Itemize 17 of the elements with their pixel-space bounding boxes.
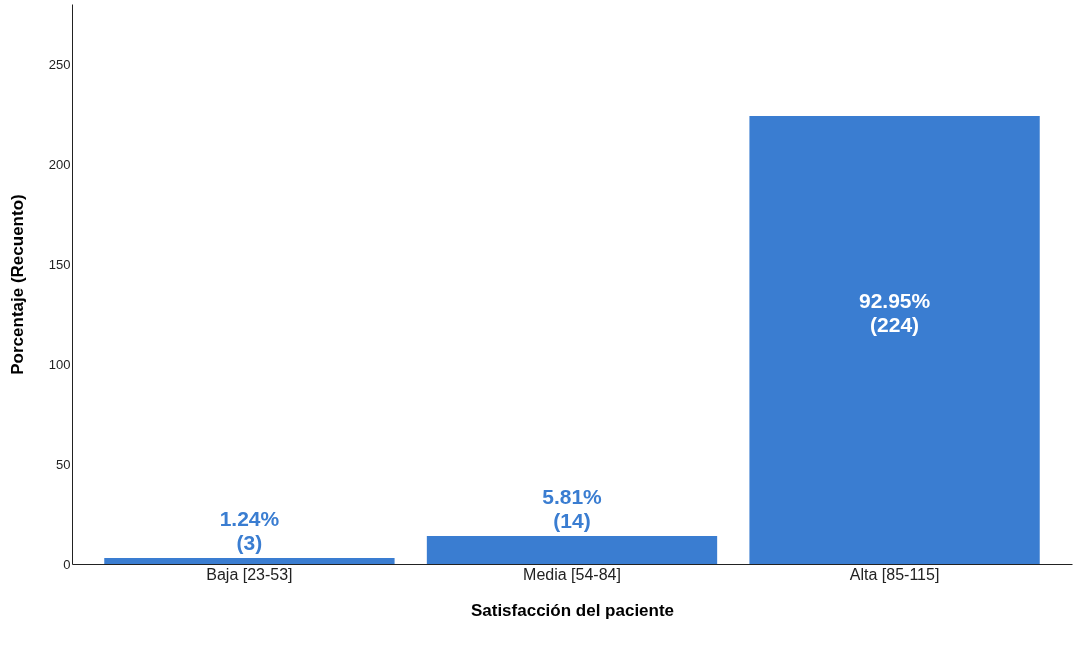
y-tick-label: 250: [48, 56, 71, 72]
x-axis-title: Satisfacción del paciente: [470, 600, 675, 620]
y-axis-title: Porcentaje (Recuento): [7, 194, 27, 375]
y-tick-label: 150: [48, 256, 71, 272]
x-tick-label: Media [54-84]: [523, 565, 621, 583]
x-tick-label: Baja [23-53]: [206, 565, 293, 583]
bar: [749, 116, 1040, 564]
y-tick-label: 200: [48, 156, 71, 172]
x-tick-label: Alta [85-115]: [849, 565, 940, 583]
y-tick-label: 100: [48, 356, 71, 372]
y-tick-label: 0: [63, 556, 71, 572]
data-label: 5.81% (14): [542, 485, 603, 532]
data-label: 1.24% (3): [219, 507, 280, 554]
y-tick-label: 50: [56, 456, 71, 472]
data-label: 92.95% (224): [858, 289, 931, 336]
bar: [104, 558, 395, 564]
bar: [426, 536, 718, 564]
